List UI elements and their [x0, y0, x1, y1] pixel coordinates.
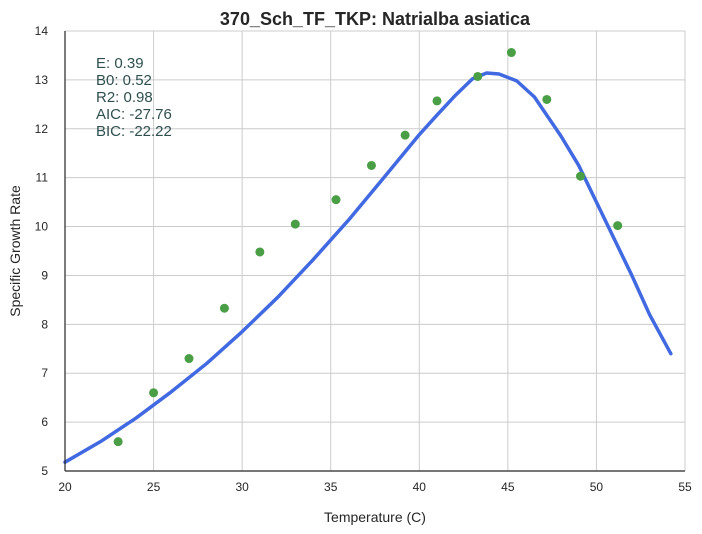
data-point	[113, 437, 123, 447]
x-tick-label: 55	[678, 480, 692, 494]
stats-line: B0: 0.52	[96, 72, 152, 89]
x-tick-label: 50	[590, 480, 604, 494]
x-tick-label: 25	[147, 480, 161, 494]
y-tick-label: 14	[35, 24, 49, 38]
y-tick-label: 12	[35, 122, 49, 136]
x-tick-label: 45	[501, 480, 515, 494]
x-tick-label: 20	[58, 480, 72, 494]
y-tick-label: 6	[41, 415, 48, 429]
y-tick-label: 9	[41, 268, 48, 282]
stats-line: R2: 0.98	[96, 89, 153, 106]
x-tick-label: 30	[235, 480, 249, 494]
y-tick-label: 13	[35, 73, 49, 87]
y-axis-label: Specific Growth Rate	[7, 185, 23, 317]
data-point	[613, 221, 623, 231]
data-point	[149, 388, 159, 398]
y-tick-label: 10	[35, 220, 49, 234]
fit-curve	[63, 71, 673, 464]
y-tick-label: 11	[36, 171, 49, 185]
data-point	[473, 71, 483, 81]
data-point	[542, 94, 552, 104]
x-axis-label: Temperature (C)	[324, 509, 426, 525]
data-point	[184, 354, 194, 364]
data-point	[255, 247, 265, 257]
data-point	[506, 48, 516, 58]
data-point	[219, 303, 229, 313]
chart-title: 370_Sch_TF_TKP: Natrialba asiatica	[220, 9, 531, 29]
data-point	[432, 96, 442, 106]
stats-line: E: 0.39	[96, 55, 144, 72]
y-tick-label: 8	[41, 317, 48, 331]
data-point	[400, 130, 410, 140]
y-tick-label: 5	[41, 464, 48, 478]
data-point	[366, 160, 376, 170]
data-point	[331, 195, 341, 205]
data-point	[290, 219, 300, 229]
grid	[64, 30, 686, 472]
data-points	[113, 48, 623, 447]
y-tick-label: 7	[41, 366, 48, 380]
data-point	[575, 171, 585, 181]
x-tick-label: 35	[324, 480, 338, 494]
stats-line: AIC: -27.76	[96, 106, 172, 123]
stats-line: BIC: -22.22	[96, 123, 172, 140]
x-tick-label: 40	[413, 480, 427, 494]
fit-curve-layer	[63, 71, 673, 464]
